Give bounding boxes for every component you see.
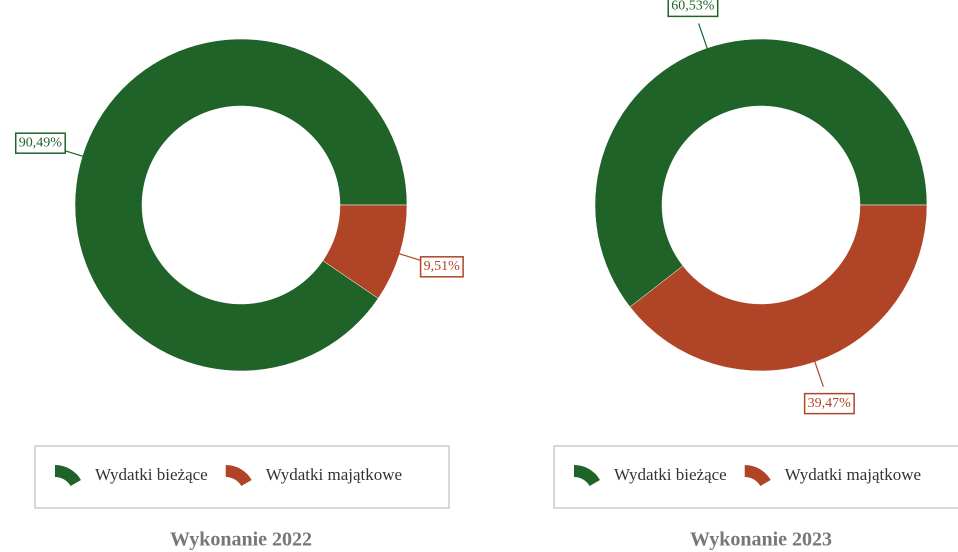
value-label: 90,49% [14, 132, 66, 154]
legend-label: Wydatki majątkowe [785, 465, 921, 484]
legend-label: Wydatki bieżące [95, 465, 208, 484]
slice [594, 38, 928, 308]
label-box [667, 0, 719, 18]
leader-line [813, 358, 824, 387]
label-text: 90,49% [19, 135, 63, 150]
chart-title: Wykonanie 2023 [690, 529, 832, 551]
label-text: 39,47% [808, 396, 852, 411]
label-text: 60,53% [671, 0, 715, 14]
slice [74, 38, 408, 372]
value-label: 60,53% [667, 0, 719, 18]
label-box [14, 132, 66, 154]
value-label: 9,51% [419, 256, 464, 278]
chart-title: Wykonanie 2022 [170, 529, 312, 551]
leader-line [395, 252, 425, 263]
legend-box [553, 445, 958, 509]
label-box [419, 256, 464, 278]
slice [629, 204, 928, 372]
legend-label: Wydatki bieżące [614, 465, 727, 484]
label-text: 9,51% [424, 259, 461, 274]
legend-icon [744, 465, 771, 486]
label-box [803, 392, 855, 415]
legend-icon [574, 465, 600, 486]
leader-line [698, 23, 709, 52]
slice [322, 204, 408, 299]
legend-icon [225, 465, 252, 486]
legend-icon [55, 465, 81, 486]
legend-label: Wydatki majątkowe [266, 465, 402, 484]
value-label: 39,47% [803, 392, 855, 415]
